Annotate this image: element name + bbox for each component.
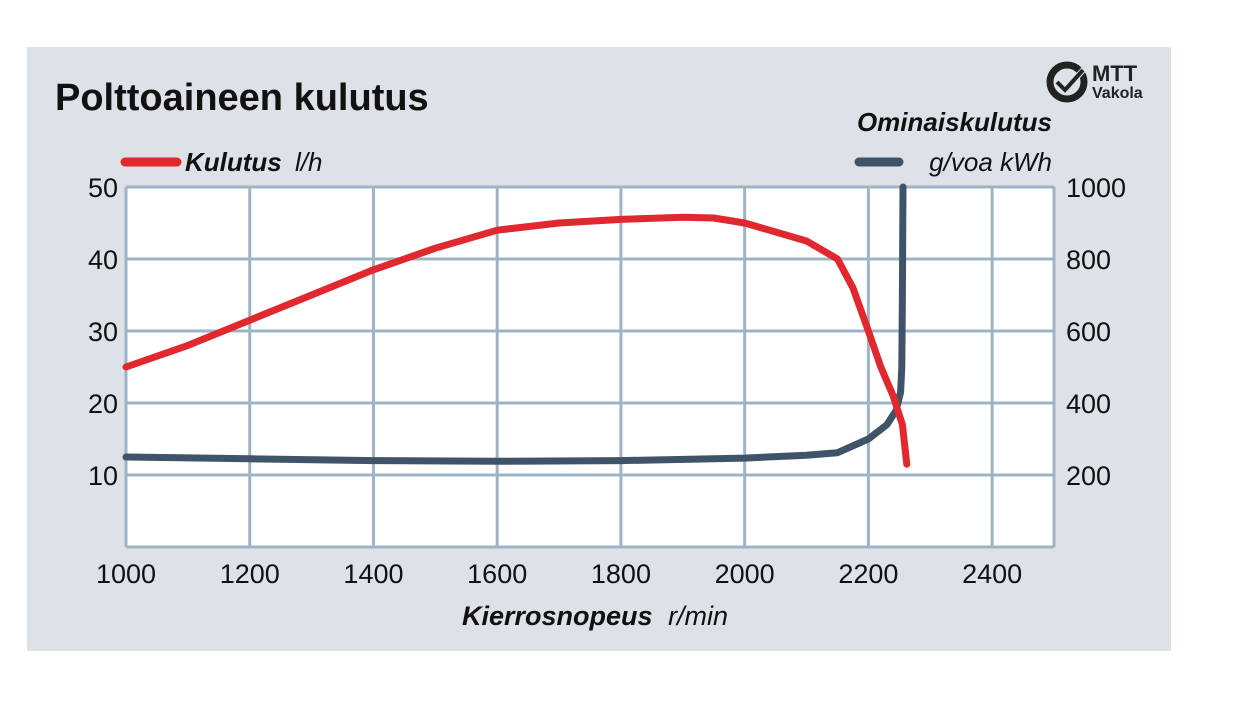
x-tick-1200: 1200	[220, 559, 280, 589]
legend-label-kulutus: Kulutus	[185, 147, 282, 177]
legend-unit-kulutus: l/h	[295, 147, 322, 177]
y-tick-left-20: 20	[88, 389, 118, 419]
x-tick-1400: 1400	[343, 559, 403, 589]
x-tick-2000: 2000	[715, 559, 775, 589]
series-line-0	[122, 213, 911, 468]
legend-right: g/voa kWh	[854, 147, 1052, 177]
legend-unit-ominaiskulutus: g/voa kWh	[929, 147, 1052, 177]
logo-text-bottom: Vakola	[1092, 85, 1143, 102]
y-tick-left-10: 10	[88, 461, 118, 491]
x-axis-label: Kierrosnopeus	[462, 601, 653, 631]
mtt-vakola-logo: MTT Vakola	[1046, 61, 1143, 103]
y-tick-left-50: 50	[88, 173, 118, 203]
y-tick-labels-right: 200 400 600 800 1000	[1066, 173, 1126, 491]
chart-svg: Polttoaineen kulutus MTT Vakola Ominaisk…	[55, 61, 1143, 631]
legend-left: Kulutus l/h	[120, 147, 322, 177]
x-tick-2200: 2200	[838, 559, 898, 589]
svg-text:Kierrosnopeus r/min: Kierrosnopeus r/min	[462, 601, 728, 631]
x-tick-1800: 1800	[591, 559, 651, 589]
y-tick-labels-left: 10 20 30 40 50	[88, 173, 118, 491]
y-tick-left-40: 40	[88, 245, 118, 275]
y-tick-right-400: 400	[1066, 389, 1111, 419]
y-tick-right-600: 600	[1066, 317, 1111, 347]
x-tick-1000: 1000	[96, 559, 156, 589]
plot-area	[126, 187, 1054, 547]
y-tick-left-30: 30	[88, 317, 118, 347]
x-tick-labels: 1000 1200 1400 1600 1800 2000 2200 2400	[96, 559, 1022, 589]
x-tick-1600: 1600	[467, 559, 527, 589]
x-axis-unit: r/min	[668, 601, 728, 631]
right-axis-title: Ominaiskulutus	[857, 107, 1052, 137]
chart-title: Polttoaineen kulutus	[55, 77, 429, 119]
x-tick-2400: 2400	[962, 559, 1022, 589]
logo-text-top: MTT	[1092, 61, 1138, 86]
y-tick-right-200: 200	[1066, 461, 1111, 491]
series-line-1	[122, 183, 907, 465]
logo-mark	[1046, 61, 1088, 103]
y-tick-right-800: 800	[1066, 245, 1111, 275]
svg-text:Kulutus l/h: Kulutus l/h	[185, 147, 322, 177]
chart-panel: Polttoaineen kulutus MTT Vakola Ominaisk…	[27, 47, 1171, 651]
series-lines	[122, 183, 911, 468]
y-tick-right-1000: 1000	[1066, 173, 1126, 203]
